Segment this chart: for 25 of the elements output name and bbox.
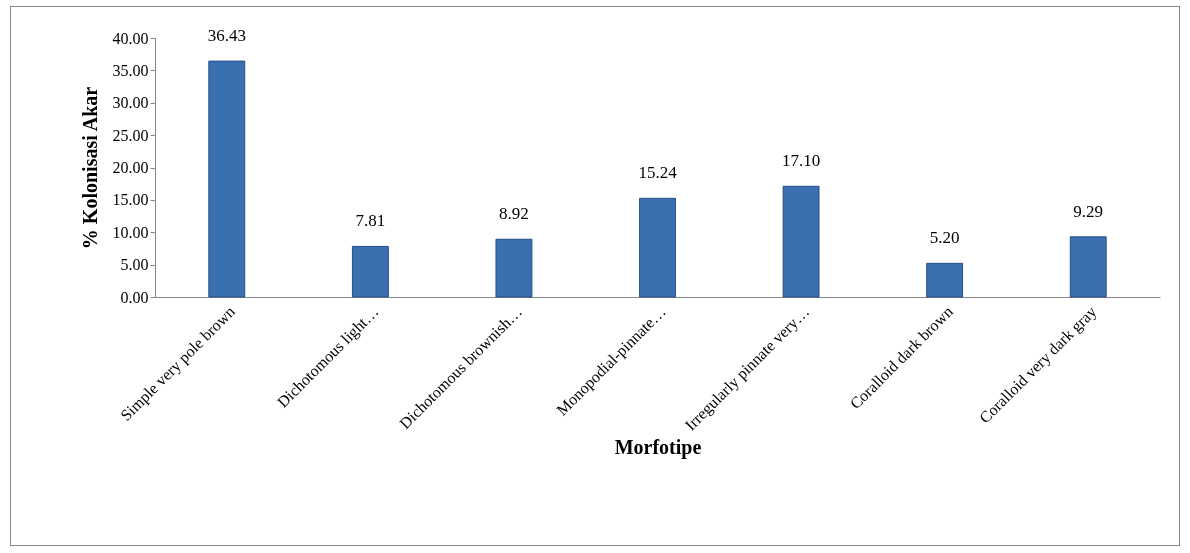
bar	[495, 238, 533, 298]
bar	[782, 185, 820, 298]
y-tick-label: 25.00	[112, 126, 149, 144]
bar	[639, 197, 676, 298]
y-tick-label: 0.00	[120, 288, 149, 306]
data-label: 7.81	[355, 211, 386, 231]
y-tick-label: 5.00	[120, 256, 149, 274]
y-tick-label: 30.00	[112, 94, 149, 112]
data-label: 5.20	[929, 228, 960, 248]
data-label: 36.43	[207, 26, 246, 46]
y-tick-label: 35.00	[112, 61, 149, 79]
data-label: 8.92	[499, 204, 529, 224]
data-label: 9.29	[1073, 201, 1104, 221]
bar	[1069, 236, 1107, 298]
y-tick-label: 20.00	[112, 159, 149, 176]
bar	[351, 245, 389, 298]
y-tick-label: 10.00	[112, 223, 149, 241]
bar	[208, 60, 246, 298]
y-tick-label: 40.00	[112, 29, 149, 47]
data-label: 15.24	[638, 163, 678, 183]
data-label: 17.10	[781, 151, 821, 171]
x-axis-title: Morfotipe	[614, 435, 702, 459]
y-tick-label: 15.00	[112, 191, 149, 209]
bar	[926, 262, 964, 298]
y-axis-title: % Kolonisasi Akar	[78, 86, 101, 250]
